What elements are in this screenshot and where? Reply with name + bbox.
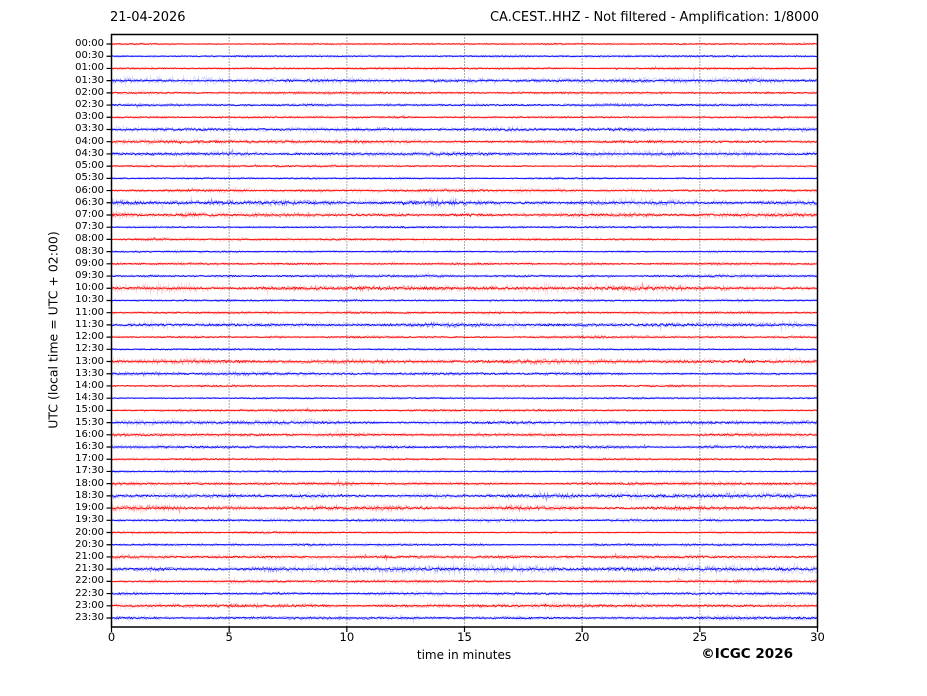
y-tick-label: 19:00 <box>75 502 104 514</box>
x-tick-label: 0 <box>107 630 116 644</box>
y-tick-label: 17:00 <box>75 453 104 465</box>
y-tick-label: 20:30 <box>75 538 104 550</box>
y-tick-label: 16:30 <box>75 441 104 453</box>
y-tick-label: 09:30 <box>75 270 104 282</box>
y-tick-label: 01:00 <box>75 62 104 74</box>
y-tick-label: 07:30 <box>75 221 104 233</box>
y-tick-label: 13:30 <box>75 367 104 379</box>
y-tick-label: 18:30 <box>75 489 104 501</box>
y-tick-label: 06:00 <box>75 184 104 196</box>
plot-title: CA.CEST..HHZ - Not filtered - Amplificat… <box>489 10 819 25</box>
y-tick-label: 11:30 <box>75 318 104 330</box>
y-tick-label: 03:30 <box>75 123 104 135</box>
y-tick-label: 22:30 <box>75 587 104 599</box>
y-tick-label: 19:30 <box>75 514 104 526</box>
x-tick-label: 5 <box>225 630 233 644</box>
y-tick-label: 17:30 <box>75 465 104 477</box>
y-tick-label: 22:00 <box>75 575 104 587</box>
y-tick-label: 04:30 <box>75 147 104 159</box>
y-tick-label: 12:00 <box>75 331 104 343</box>
y-tick-label: 07:00 <box>75 208 104 220</box>
y-tick-label: 02:00 <box>75 86 104 98</box>
y-tick-label: 10:00 <box>75 282 104 294</box>
y-tick-label: 09:00 <box>75 257 104 269</box>
x-tick-label: 10 <box>339 630 355 644</box>
y-tick-label: 20:00 <box>75 526 104 538</box>
copyright-label: ©ICGC 2026 <box>701 646 793 662</box>
y-tick-label: 03:00 <box>75 111 104 123</box>
x-tick-label: 15 <box>457 630 472 644</box>
y-tick-label: 00:00 <box>75 38 104 49</box>
x-tick-label: 30 <box>810 630 825 644</box>
y-tick-label: 05:30 <box>75 172 104 184</box>
y-tick-label: 18:00 <box>75 477 104 489</box>
y-tick-label: 01:30 <box>75 74 104 86</box>
y-tick-label: 16:00 <box>75 428 104 440</box>
y-tick-label: 04:00 <box>75 135 104 147</box>
x-axis-label: time in minutes <box>416 648 512 662</box>
y-tick-label: 06:30 <box>75 196 104 208</box>
y-tick-label: 02:30 <box>75 99 104 111</box>
y-tick-label: 15:00 <box>75 404 104 416</box>
y-tick-label: 23:30 <box>75 612 104 623</box>
y-tick-label: 12:30 <box>75 343 104 355</box>
y-tick-label: 15:30 <box>75 416 104 428</box>
y-tick-label: 05:00 <box>75 160 104 172</box>
y-tick-label: 13:00 <box>75 355 104 367</box>
y-tick-label: 14:00 <box>75 379 104 391</box>
y-tick-label: 10:30 <box>75 294 104 306</box>
y-tick-label: 08:00 <box>75 233 104 245</box>
y-tick-label: 21:00 <box>75 550 104 562</box>
y-tick-label: 14:30 <box>75 392 104 404</box>
y-tick-label: 11:00 <box>75 306 104 318</box>
y-tick-label: 23:00 <box>75 599 104 611</box>
x-tick-label: 20 <box>574 630 590 644</box>
plot-date: 21-04-2026 <box>110 10 186 25</box>
y-tick-label: 00:30 <box>75 50 104 62</box>
x-tick-label: 25 <box>692 630 708 644</box>
y-tick-label: 21:30 <box>75 563 104 575</box>
y-tick-label: 08:30 <box>75 245 104 257</box>
